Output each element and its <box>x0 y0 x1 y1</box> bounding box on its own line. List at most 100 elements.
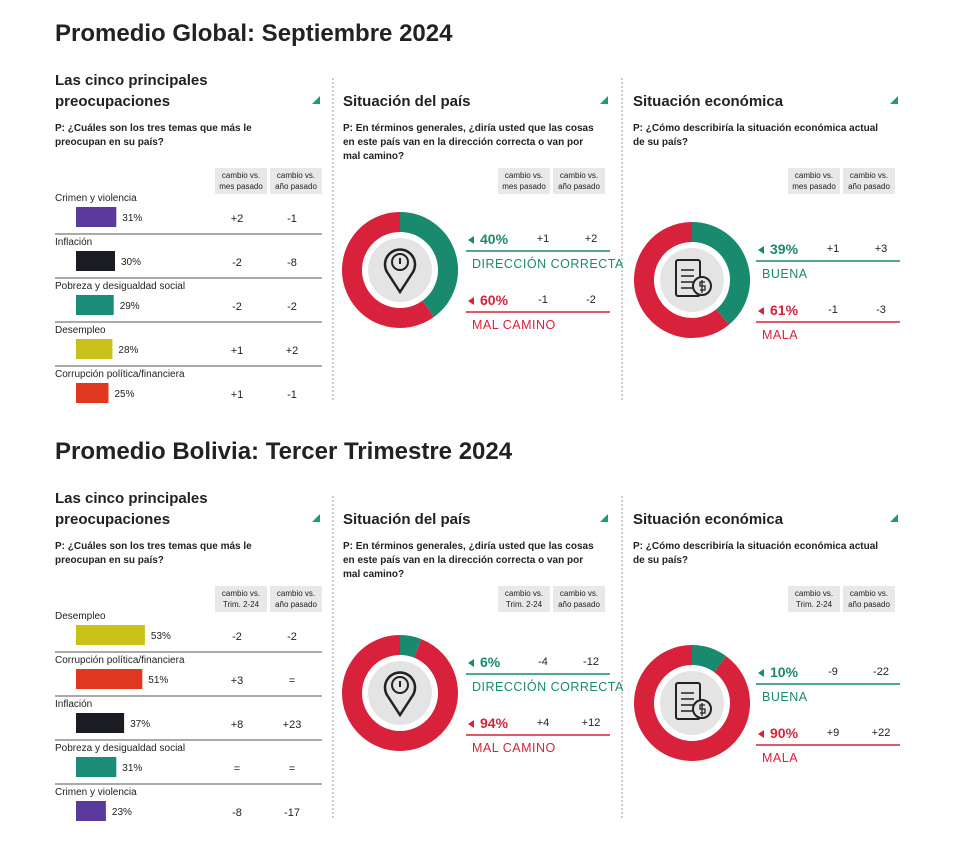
corner-icon <box>600 514 608 522</box>
item-name: MAL CAMINO <box>472 741 556 755</box>
bar <box>76 339 113 359</box>
donut-segment <box>399 212 458 317</box>
change-value: -2 <box>232 301 242 313</box>
change-value: -2 <box>232 631 242 643</box>
column-title: Situación del país <box>343 511 471 528</box>
change-value: +8 <box>230 719 244 731</box>
arrow-icon <box>468 236 474 244</box>
change-value: -8 <box>287 257 297 269</box>
change-value: -2 <box>586 294 596 306</box>
bar-label: 31% <box>122 763 143 774</box>
concern-name: Desempleo <box>55 611 106 622</box>
change-value: = <box>288 763 296 775</box>
change-value: +9 <box>826 727 840 739</box>
question: P: En términos generales, ¿diría usted q… <box>343 541 594 580</box>
concern-name: Inflación <box>55 699 93 710</box>
concern-name: Desempleo <box>55 325 106 336</box>
item-name: MALA <box>762 751 799 765</box>
bar-label: 28% <box>118 345 139 356</box>
change-header: cambio vs. año pasado <box>553 168 605 194</box>
question: P: ¿Cómo describiría la situación económ… <box>633 123 879 148</box>
change-header: cambio vs. Trim. 2-24 <box>215 586 267 612</box>
percent-label: 90% <box>770 725 799 741</box>
question: P: ¿Cómo describiría la situación económ… <box>633 541 879 566</box>
donut-segment <box>399 635 422 658</box>
arrow-icon <box>468 720 474 728</box>
bar <box>76 383 109 403</box>
bar <box>76 207 117 227</box>
icon-bg <box>660 671 724 735</box>
bar <box>76 669 143 689</box>
donut-segment <box>691 645 727 673</box>
bar-label: 23% <box>111 807 132 818</box>
arrow-icon <box>758 669 764 677</box>
change-header: cambio vs. año pasado <box>270 168 322 194</box>
change-value: +12 <box>581 717 601 729</box>
item-name: MALA <box>762 328 799 342</box>
arrow-icon <box>468 297 474 305</box>
percent-label: 60% <box>480 292 509 308</box>
change-value: -17 <box>284 807 300 819</box>
pin-icon <box>383 248 417 295</box>
bar <box>76 251 115 271</box>
donut-segment <box>691 222 750 325</box>
concern-name: Corrupción política/financiera <box>55 655 185 666</box>
corner-icon <box>890 514 898 522</box>
change-value: +1 <box>230 389 244 401</box>
change-value: -8 <box>232 807 242 819</box>
percent-label: 94% <box>480 715 509 731</box>
change-header: cambio vs. mes pasado <box>215 168 267 194</box>
corner-icon <box>600 96 608 104</box>
coin-sign <box>699 280 706 293</box>
percent-label: 39% <box>770 241 799 257</box>
bar-label: 31% <box>122 213 143 224</box>
concern-name: Pobreza y desigualdad social <box>55 743 186 754</box>
change-value: +23 <box>282 719 302 731</box>
corner-icon <box>312 514 320 522</box>
change-value: -3 <box>876 304 886 316</box>
bar-label: 30% <box>121 257 142 268</box>
arrow-icon <box>758 307 764 315</box>
item-name: MAL CAMINO <box>472 318 556 332</box>
item-name: DIRECCIÓN CORRECTA <box>472 680 624 694</box>
coin-sign <box>699 703 706 716</box>
corner-icon <box>890 96 898 104</box>
percent-label: 61% <box>770 302 799 318</box>
column-title: Situación económica <box>633 93 784 110</box>
bar <box>76 295 114 315</box>
column-title: Las cinco principales preocupaciones <box>55 72 208 110</box>
change-header: cambio vs. año pasado <box>270 586 322 612</box>
change-header: cambio vs. año pasado <box>843 168 895 194</box>
corner-icon <box>312 96 320 104</box>
change-value: -1 <box>287 389 297 401</box>
concern-name: Pobreza y desigualdad social <box>55 281 186 292</box>
change-header: cambio vs. año pasado <box>843 586 895 612</box>
change-value: +4 <box>536 717 550 729</box>
item-name: BUENA <box>762 690 808 704</box>
donut-segment <box>342 212 435 328</box>
bar-label: 51% <box>148 675 169 686</box>
change-header: cambio vs. mes pasado <box>498 168 550 194</box>
concern-name: Crimen y violencia <box>55 787 137 798</box>
change-value: -2 <box>287 631 297 643</box>
concern-name: Corrupción política/financiera <box>55 369 185 380</box>
change-value: +22 <box>871 727 891 739</box>
section-title: Promedio Bolivia: Tercer Trimestre 2024 <box>55 438 513 465</box>
bar <box>76 801 106 821</box>
bar-label: 29% <box>119 301 140 312</box>
donut-segment <box>634 645 750 761</box>
column-title: Las cinco principales preocupaciones <box>55 490 208 528</box>
concern-name: Crimen y violencia <box>55 193 137 204</box>
change-header: cambio vs. mes pasado <box>788 168 840 194</box>
section-title: Promedio Global: Septiembre 2024 <box>55 20 453 47</box>
percent-label: 6% <box>480 654 501 670</box>
change-value: +1 <box>536 233 550 245</box>
change-value: +2 <box>285 345 299 357</box>
change-value: -1 <box>828 304 838 316</box>
pin-icon <box>383 671 417 718</box>
bar-label: 25% <box>114 389 135 400</box>
item-name: DIRECCIÓN CORRECTA <box>472 257 624 271</box>
change-value: -2 <box>287 301 297 313</box>
